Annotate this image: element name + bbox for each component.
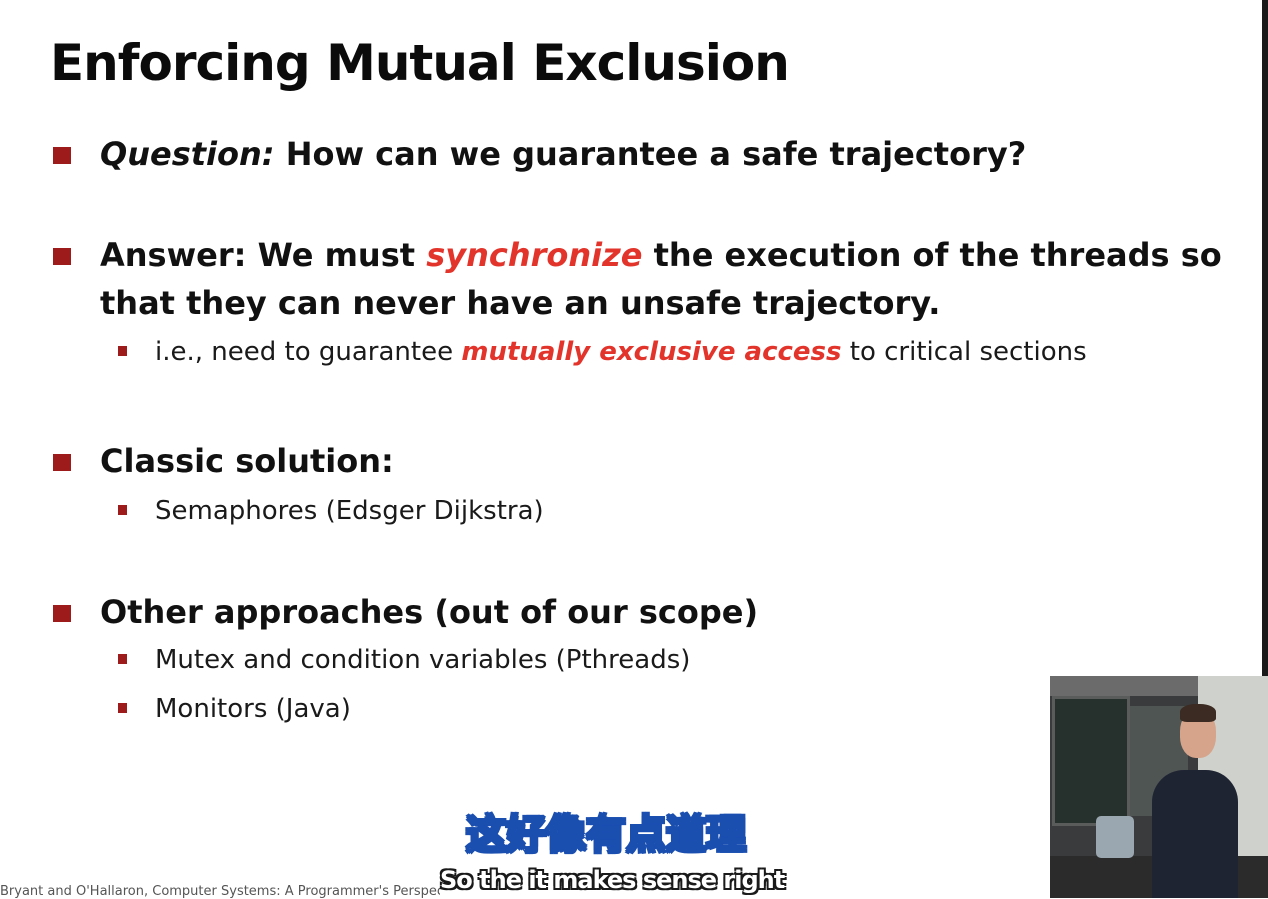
question-text: How can we guarantee a safe trajectory? xyxy=(274,135,1027,173)
semaphores-text: Semaphores (Edsger Dijkstra) xyxy=(155,496,544,526)
sub-bullet-semaphores: Semaphores (Edsger Dijkstra) xyxy=(118,487,544,535)
speaker-hair xyxy=(1180,704,1216,722)
bullet-square-icon xyxy=(53,147,71,164)
video-chair xyxy=(1096,816,1134,858)
other-label: Other approaches (out of our scope) xyxy=(100,593,759,631)
bullet-other-approaches: Other approaches (out of our scope) xyxy=(53,588,759,636)
answer-post: the execution of the threads so xyxy=(642,236,1222,274)
answer-highlight: synchronize xyxy=(426,236,643,274)
video-blackboard xyxy=(1052,696,1130,826)
window-edge xyxy=(1262,0,1268,898)
classic-label: Classic solution: xyxy=(100,442,394,480)
sub-bullet-square-icon xyxy=(118,703,127,713)
sub-bullet-mutex: Mutex and condition variables (Pthreads) xyxy=(118,636,691,684)
slide-title: Enforcing Mutual Exclusion xyxy=(50,34,790,92)
bullet-question: Question: How can we guarantee a safe tr… xyxy=(53,130,1027,178)
answer-pre: Answer: We must xyxy=(100,236,427,274)
bullet-square-icon xyxy=(53,248,71,265)
speaker-video xyxy=(1050,676,1268,898)
mutex-text: Mutex and condition variables (Pthreads) xyxy=(155,645,691,675)
bullet-square-icon xyxy=(53,605,71,622)
bullet-square-icon xyxy=(53,454,71,471)
speaker-body xyxy=(1152,770,1238,898)
question-label: Question: xyxy=(100,135,275,173)
monitors-text: Monitors (Java) xyxy=(155,694,351,724)
sub-highlight: mutually exclusive access xyxy=(461,337,842,367)
sub-pre: i.e., need to guarantee xyxy=(155,337,462,367)
sub-bullet-square-icon xyxy=(118,346,127,356)
sub-bullet-mutual-exclusion: i.e., need to guarantee mutually exclusi… xyxy=(118,328,1087,376)
sub-bullet-square-icon xyxy=(118,505,127,515)
subtitle-chinese: 这好像有点道理 xyxy=(465,811,747,859)
subtitle-english: So the it makes sense right xyxy=(440,866,785,894)
bullet-answer: Answer: We must synchronize the executio… xyxy=(53,231,1222,279)
answer-line2: that they can never have an unsafe traje… xyxy=(100,284,941,322)
bullet-classic-solution: Classic solution: xyxy=(53,437,394,485)
slide-footer: Bryant and O'Hallaron, Computer Systems:… xyxy=(0,884,440,899)
sub-post: to critical sections xyxy=(841,337,1087,367)
sub-bullet-monitors: Monitors (Java) xyxy=(118,685,351,733)
sub-bullet-square-icon xyxy=(118,654,127,664)
